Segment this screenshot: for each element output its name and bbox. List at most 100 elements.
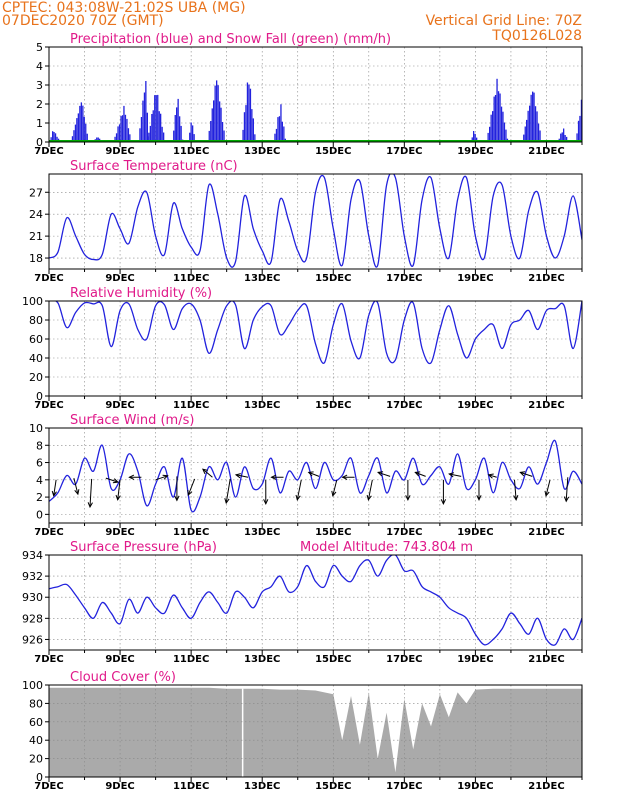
precip-bar xyxy=(149,125,151,142)
precip-bar xyxy=(492,111,494,142)
x-tick-label: 11DEC xyxy=(173,146,209,157)
wind-arrow xyxy=(520,471,533,477)
precip-bar xyxy=(115,133,118,142)
y-tick-label: 926 xyxy=(22,633,43,646)
precip-bar xyxy=(242,129,244,142)
precip-bar xyxy=(563,128,565,142)
panels: 0 1 2 3 4 5 7DEC 9DEC 11DEC 13DEC 15DEC 17DEC 19DEC 2… xyxy=(22,32,583,792)
precip-bar xyxy=(97,137,99,142)
precip-bar xyxy=(96,137,98,142)
precip-bar xyxy=(500,106,503,142)
x-tick-label: 21DEC xyxy=(528,400,564,411)
x-tick-label: 7DEC xyxy=(34,527,63,538)
wind-arrow xyxy=(202,468,213,478)
precip-bar xyxy=(252,118,254,142)
wind-arrow-head xyxy=(544,490,550,497)
y-tick-label: 80 xyxy=(29,314,43,327)
precip-bar xyxy=(208,130,210,142)
wind-arrow-head xyxy=(202,468,208,474)
precip-bar xyxy=(560,133,562,142)
precip-bar xyxy=(52,131,54,142)
rh-line xyxy=(49,301,582,365)
y-tick-label: 3 xyxy=(36,79,43,92)
wind-arrow-head xyxy=(74,489,80,496)
precip-bar xyxy=(529,105,531,142)
precip-bar xyxy=(526,119,528,142)
x-tick-label: 19DEC xyxy=(457,654,493,665)
precip-bar xyxy=(86,133,88,142)
precip-bar xyxy=(216,80,218,142)
precip-bar xyxy=(530,94,532,142)
x-tick-label: 9DEC xyxy=(105,654,134,665)
precip-bar xyxy=(211,108,213,142)
precip-bar xyxy=(473,131,475,142)
precip-bar xyxy=(151,114,153,142)
precip-bar xyxy=(249,88,252,142)
wind-arrow xyxy=(155,475,168,481)
x-tick-label: 19DEC xyxy=(457,527,493,538)
precip-bar xyxy=(254,134,256,142)
precip-bar xyxy=(174,115,176,142)
precip-bar xyxy=(82,105,84,142)
panel-cloud: 0 20 40 60 80 100 7DEC 9DEC 11DEC 13DEC 15DEC 17DEC… xyxy=(22,670,583,792)
wind-arrow xyxy=(225,478,231,504)
precip-bar xyxy=(85,123,87,142)
precip-bar xyxy=(503,122,506,142)
x-tick-label: 15DEC xyxy=(315,273,351,284)
panel-wind: 0 2 4 6 8 10 7DEC 9DEC 11DEC 13DEC 15DEC 17DEC 19DEC… xyxy=(29,413,583,538)
panel-pressure: 926 928 930 932 934 7DEC 9DEC 11DEC 13DEC 15DEC 17… xyxy=(22,540,583,665)
precip-bar xyxy=(179,116,181,142)
precip-bar xyxy=(146,112,148,142)
chart-header: CPTEC: 043:08W-21:02S UBA (MG) 07DEC2020… xyxy=(2,0,582,44)
precip-bar xyxy=(539,130,541,142)
pressure-line xyxy=(49,555,582,646)
precip-bar xyxy=(173,130,175,142)
wind-arrow-head xyxy=(224,498,230,505)
wind-line xyxy=(49,439,582,513)
wind-arrow xyxy=(332,479,338,496)
wind-arrow-head xyxy=(519,471,526,477)
wind-arrow-head xyxy=(487,473,494,479)
y-tick-label: 60 xyxy=(29,333,43,346)
wind-arrow-head xyxy=(263,499,269,505)
precip-bar xyxy=(161,126,163,142)
precip-bar xyxy=(474,133,476,142)
panel-title-temp: Surface Temperature (nC) xyxy=(70,159,238,174)
y-tick-label: 5 xyxy=(36,41,43,54)
y-tick-label: 0 xyxy=(36,771,43,784)
y-tick-label: 928 xyxy=(22,612,43,625)
panel-frame xyxy=(48,554,583,651)
wind-arrow-head xyxy=(87,502,93,509)
y-tick-label: 0 xyxy=(36,136,43,149)
x-tick-label: 21DEC xyxy=(528,273,564,284)
wind-arrow xyxy=(377,471,391,477)
x-tick-label: 7DEC xyxy=(34,400,63,411)
panel-rh: 0 20 40 60 80 100 7DEC 9DEC 11DEC 13DEC 15DEC 17DEC… xyxy=(22,286,583,411)
wind-arrow xyxy=(545,479,551,496)
precip-bar xyxy=(120,116,122,142)
wind-arrow xyxy=(73,477,79,495)
x-tick-label: 17DEC xyxy=(386,654,422,665)
wind-arrow xyxy=(235,474,249,478)
y-tick-label: 2 xyxy=(36,98,43,111)
wind-arrow-head xyxy=(440,499,447,505)
wind-arrow xyxy=(296,479,302,500)
wind-arrow-head xyxy=(513,495,519,501)
precip-bar xyxy=(177,98,179,142)
precip-bar xyxy=(277,117,279,142)
x-tick-label: 15DEC xyxy=(315,400,351,411)
precip-bar xyxy=(536,111,538,142)
x-tick-label: 7DEC xyxy=(34,781,63,792)
wind-arrow-head xyxy=(377,471,384,477)
precip-bar xyxy=(243,112,246,142)
x-tick-label: 11DEC xyxy=(173,654,209,665)
x-tick-label: 9DEC xyxy=(105,146,134,157)
panel-title-rh: Relative Humidity (%) xyxy=(70,286,212,301)
y-tick-label: 934 xyxy=(22,549,43,562)
precip-bar xyxy=(278,116,281,142)
x-tick-label: 15DEC xyxy=(315,146,351,157)
x-tick-label: 17DEC xyxy=(386,273,422,284)
panel-frame xyxy=(48,684,583,778)
precip-bar xyxy=(127,128,130,142)
